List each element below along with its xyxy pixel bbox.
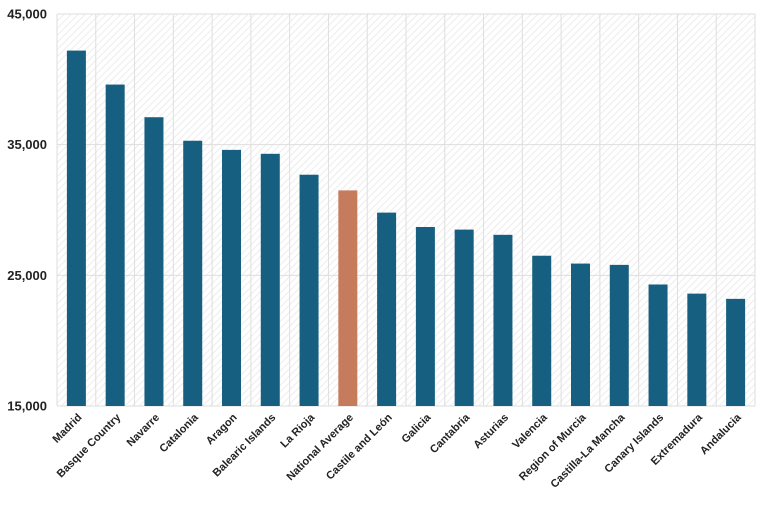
x-tick-label: Region of Murcia: [517, 411, 589, 483]
bar-region-of-murcia: [571, 263, 590, 406]
bar-navarre: [144, 117, 164, 406]
bar-valencia: [532, 255, 552, 406]
x-tick-label: Castilla-La Mancha: [548, 411, 628, 491]
bar-castilla-la-mancha: [609, 264, 629, 406]
bar-balearic-islands: [260, 153, 280, 406]
x-tick-label: Valencia: [510, 411, 550, 451]
x-tick-label: Navarre: [125, 412, 162, 449]
x-tick-label: Aragon: [204, 411, 240, 447]
x-tick-label: Asturias: [471, 412, 511, 452]
x-tick-label: Andalucia: [698, 411, 744, 457]
bar-andalucia: [726, 298, 746, 406]
bar-la-rioja: [299, 174, 319, 406]
bar-catalonia: [183, 140, 203, 406]
bar-asturias: [493, 234, 513, 406]
x-tick-label: La Rioja: [278, 411, 317, 450]
y-tick-label: 25,000: [7, 268, 47, 283]
bar-national-average: [338, 190, 358, 406]
bar-galicia: [415, 226, 435, 406]
x-tick-label: Catalonia: [157, 411, 201, 455]
x-tick-label: Castile and León: [324, 411, 395, 482]
bar-castile-and-le-n: [377, 212, 397, 406]
bar-canary-islands: [648, 284, 668, 406]
bars: [66, 50, 746, 407]
x-tick-label: National Average: [284, 412, 355, 483]
y-tick-label: 35,000: [7, 137, 47, 152]
x-tick-label: Cantabria: [428, 411, 473, 456]
bar-extremadura: [687, 293, 707, 406]
y-tick-label: 45,000: [7, 7, 47, 22]
gridlines: [56, 13, 756, 407]
x-tick-label: Galicia: [400, 411, 435, 446]
bar-madrid: [66, 50, 86, 406]
y-axis-ticks: 15,000 25,000 35,000 45,000: [7, 7, 47, 414]
bar-aragon: [222, 149, 241, 407]
bar-cantabria: [454, 229, 474, 406]
y-tick-label: 15,000: [7, 399, 47, 414]
x-tick-label: Madrid: [51, 412, 85, 446]
bar-basque-country: [105, 84, 125, 406]
